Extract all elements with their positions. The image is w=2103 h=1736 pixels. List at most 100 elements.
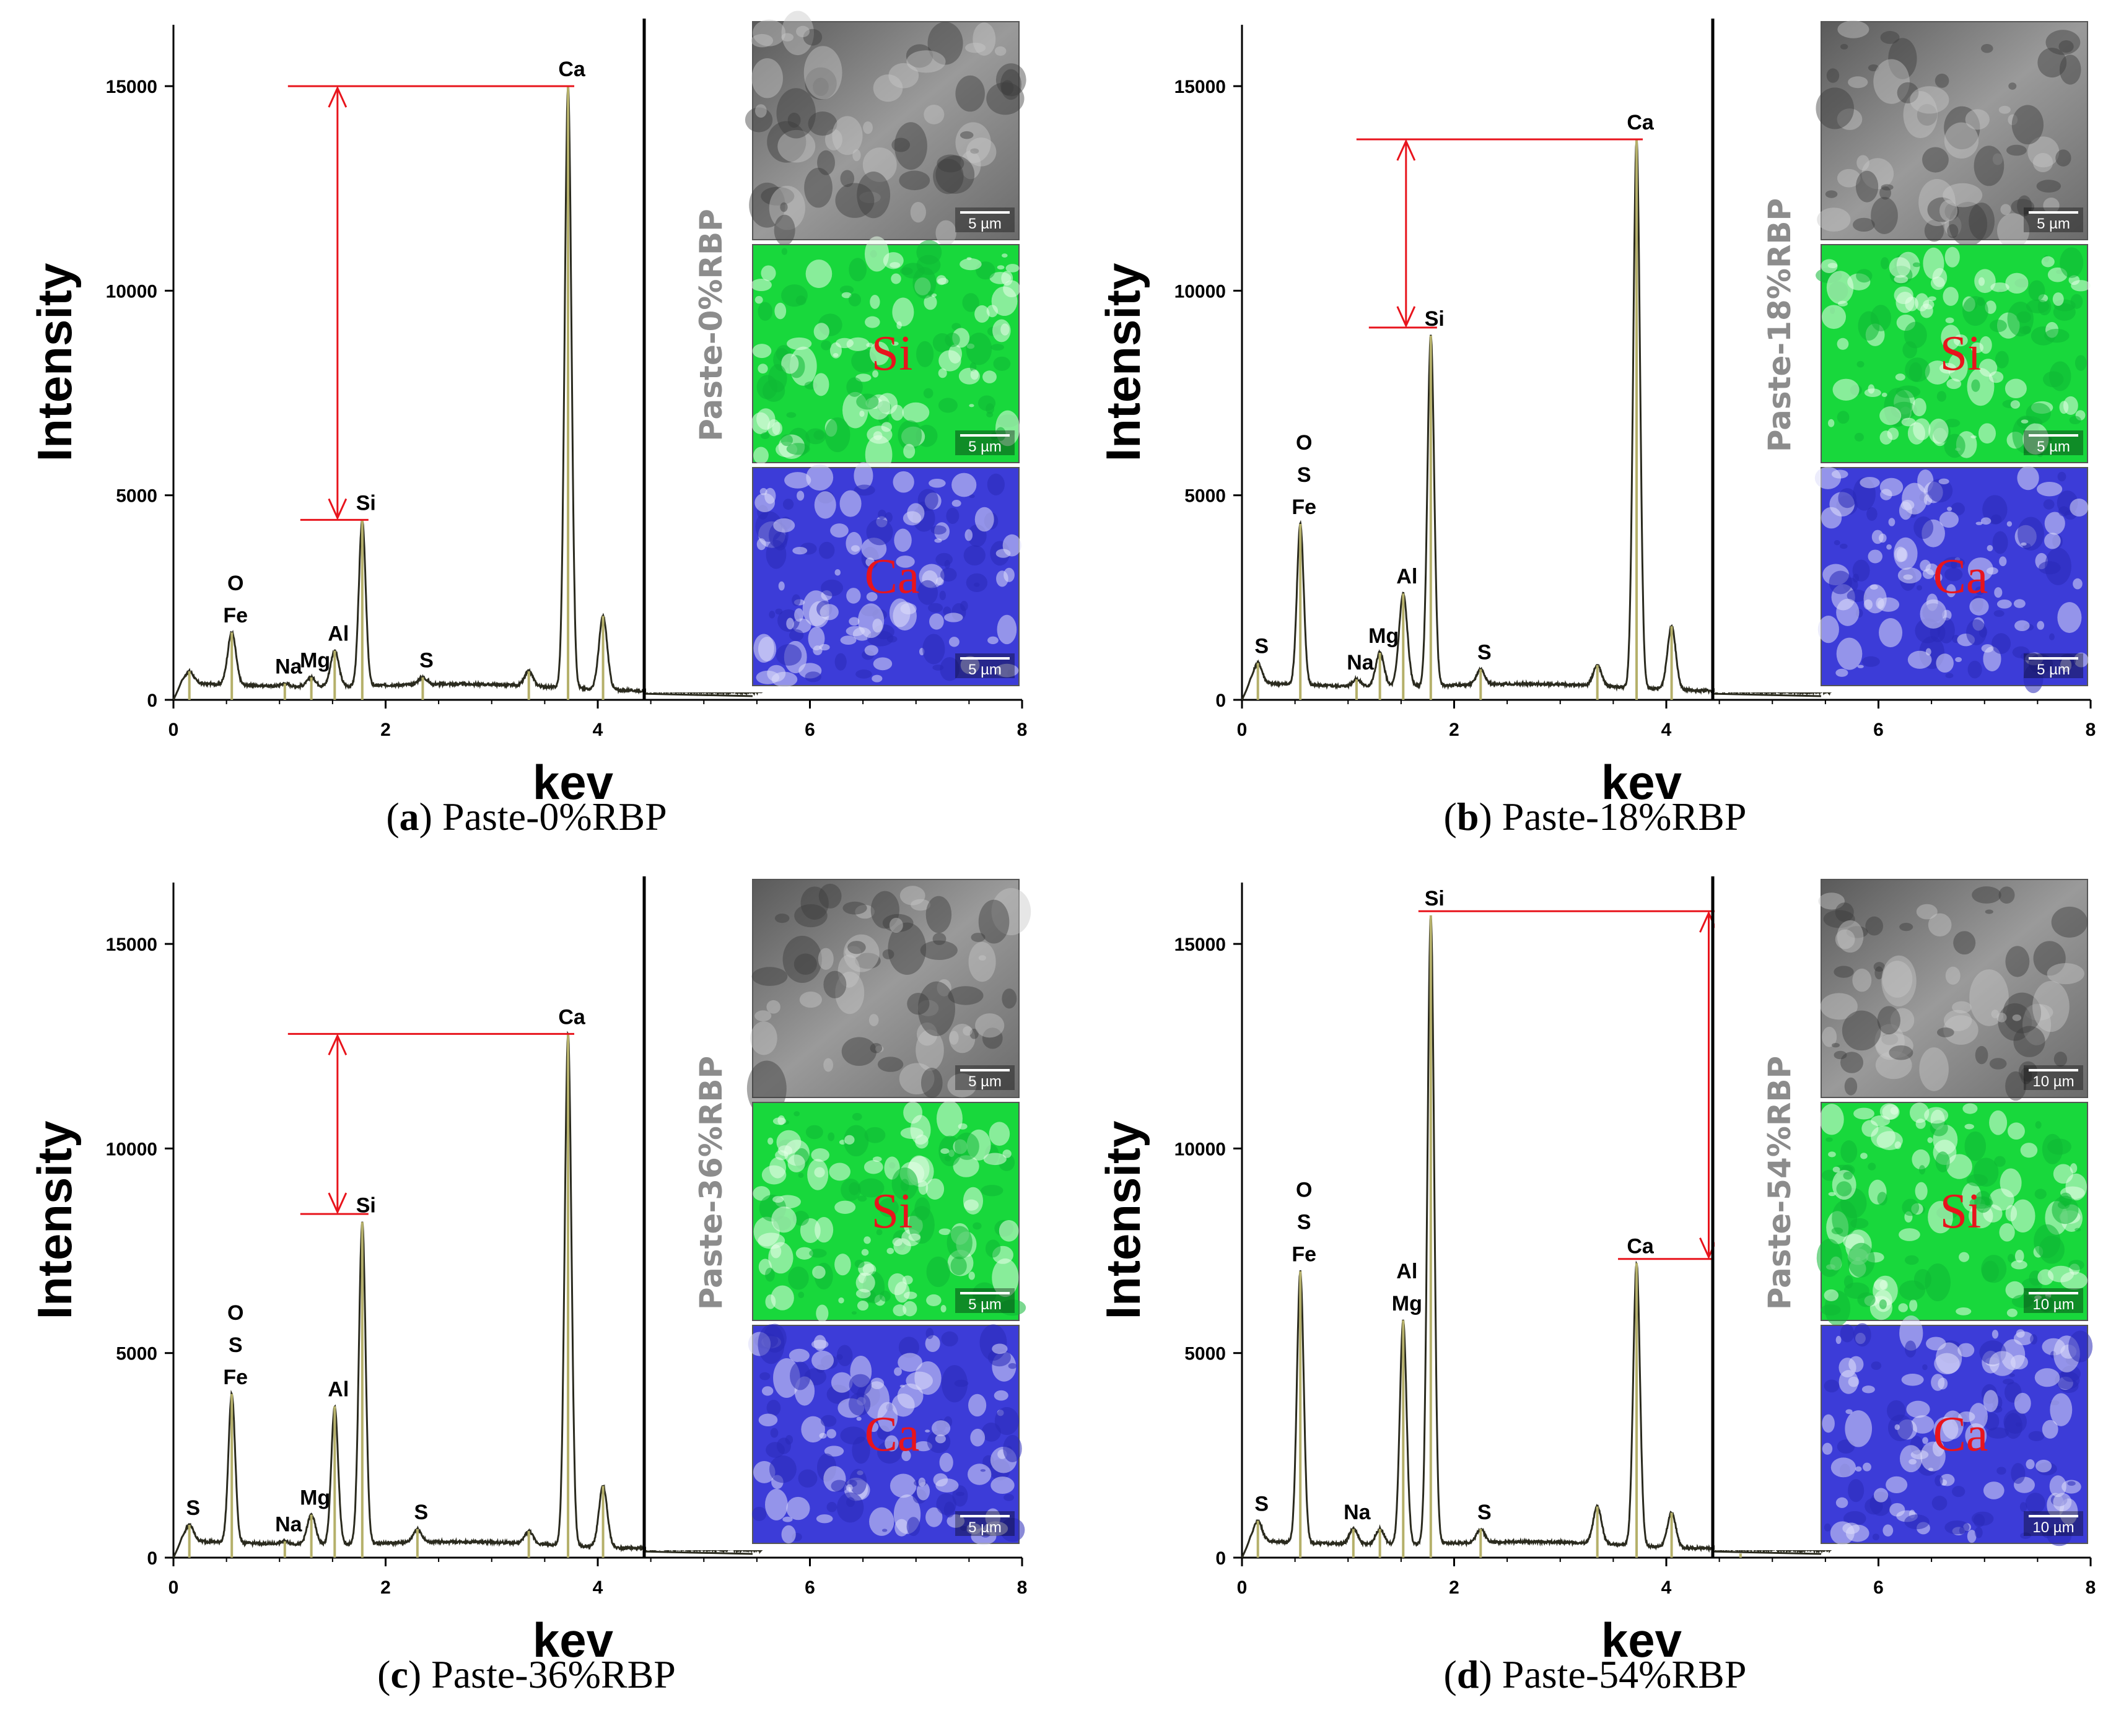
texture-speck (968, 1463, 992, 1485)
texture-speck (999, 1299, 1026, 1316)
texture-speck (926, 1256, 950, 1288)
texture-speck (1943, 287, 1959, 306)
texture-speck (1997, 213, 2030, 248)
texture-speck (995, 63, 1026, 97)
texture-speck (890, 1473, 917, 1498)
inset-frame (752, 21, 1020, 240)
texture-speck (1852, 217, 1875, 232)
texture-speck (2018, 517, 2044, 551)
texture-speck (970, 148, 979, 154)
texture-speck (1916, 904, 1938, 920)
texture-speck (1899, 1315, 1923, 1351)
texture-speck (940, 567, 957, 582)
arrow-head-down (328, 498, 348, 520)
texture-speck (787, 1154, 805, 1172)
texture-speck (2071, 280, 2091, 292)
texture-speck (754, 104, 767, 118)
texture-speck (932, 933, 947, 945)
texture-speck (882, 914, 914, 932)
texture-speck (1888, 518, 1895, 526)
texture-speck (2034, 1189, 2047, 1200)
texture-speck (944, 1155, 951, 1162)
texture-speck (1816, 87, 1855, 129)
panel-a: 0 2 4 6 8 0 5000 10000 15000 kev Intensity O Fe Na Mg A… (12, 11, 1041, 873)
texture-speck (1817, 207, 1851, 232)
texture-speck (1959, 1252, 1970, 1262)
texture-speck (1989, 1351, 2016, 1376)
ca-map-label: Ca (1933, 549, 1988, 604)
texture-speck (1003, 1434, 1022, 1463)
texture-speck (857, 603, 885, 639)
texture-speck (1828, 1192, 1836, 1197)
texture-speck (930, 525, 947, 535)
texture-speck (1901, 1373, 1924, 1386)
x-tick-label: 8 (2086, 720, 2096, 740)
texture-speck (1002, 988, 1017, 1009)
texture-speck (784, 472, 811, 489)
texture-speck (1967, 557, 1993, 582)
texture-speck (1870, 305, 1891, 331)
texture-speck (861, 1249, 869, 1256)
texture-speck (1907, 650, 1932, 669)
texture-speck (869, 1507, 894, 1536)
texture-speck (832, 116, 863, 155)
x-tick-label: 8 (1017, 720, 1028, 740)
texture-speck (761, 265, 776, 281)
texture-speck (1879, 1299, 1887, 1309)
si-map-image: 5 µm Si (1816, 244, 2091, 463)
texture-speck (1987, 545, 1993, 552)
inset-frame (1821, 21, 2088, 240)
texture-speck (985, 1239, 1001, 1258)
texture-speck (995, 549, 1011, 558)
texture-speck (940, 1148, 950, 1154)
texture-speck (794, 953, 817, 975)
texture-speck (2014, 620, 2030, 632)
texture-speck (1941, 325, 1961, 351)
texture-speck (781, 11, 814, 56)
texture-speck (947, 1226, 973, 1260)
texture-speck (2011, 1260, 2027, 1270)
texture-speck (2013, 599, 2026, 608)
y-tick-label: 10000 (1174, 281, 1226, 302)
texture-speck (2075, 355, 2087, 371)
texture-speck (1928, 418, 1949, 444)
texture-speck (857, 171, 891, 219)
texture-speck (994, 1390, 1008, 1401)
texture-speck (772, 1117, 787, 1125)
texture-speck (898, 1353, 923, 1372)
texture-speck (1824, 1523, 1831, 1532)
texture-speck (854, 1259, 865, 1268)
texture-speck (857, 1195, 867, 1202)
texture-speck (2005, 1281, 2024, 1299)
texture-speck (872, 370, 879, 378)
texture-speck (1944, 203, 1959, 220)
texture-speck (1935, 1475, 1943, 1486)
texture-speck (824, 1446, 844, 1457)
texture-speck (1816, 1239, 1842, 1277)
texture-speck (781, 1525, 796, 1544)
texture-speck (2065, 1173, 2088, 1201)
texture-speck (924, 295, 937, 310)
texture-speck (894, 122, 927, 170)
texture-speck (1837, 411, 1850, 424)
texture-speck (1962, 1103, 1978, 1114)
texture-speck (769, 1157, 787, 1179)
texture-speck (992, 1258, 1019, 1298)
texture-speck (751, 33, 774, 48)
texture-speck (767, 1137, 774, 1145)
texture-speck (870, 1043, 883, 1053)
texture-speck (970, 1428, 986, 1447)
texture-speck (869, 341, 890, 365)
texture-speck (1922, 1437, 1928, 1444)
texture-speck (891, 404, 904, 421)
peak-label: Mg (1368, 624, 1399, 648)
peak-label: Fe (1292, 1243, 1316, 1267)
peak-label: Al (328, 622, 349, 646)
texture-speck (759, 1372, 771, 1381)
texture-speck (875, 1045, 884, 1053)
texture-speck (914, 1361, 942, 1395)
texture-speck (1917, 103, 1938, 126)
texture-speck (816, 1514, 833, 1524)
texture-speck (766, 1000, 780, 1014)
texture-speck (1879, 406, 1902, 425)
